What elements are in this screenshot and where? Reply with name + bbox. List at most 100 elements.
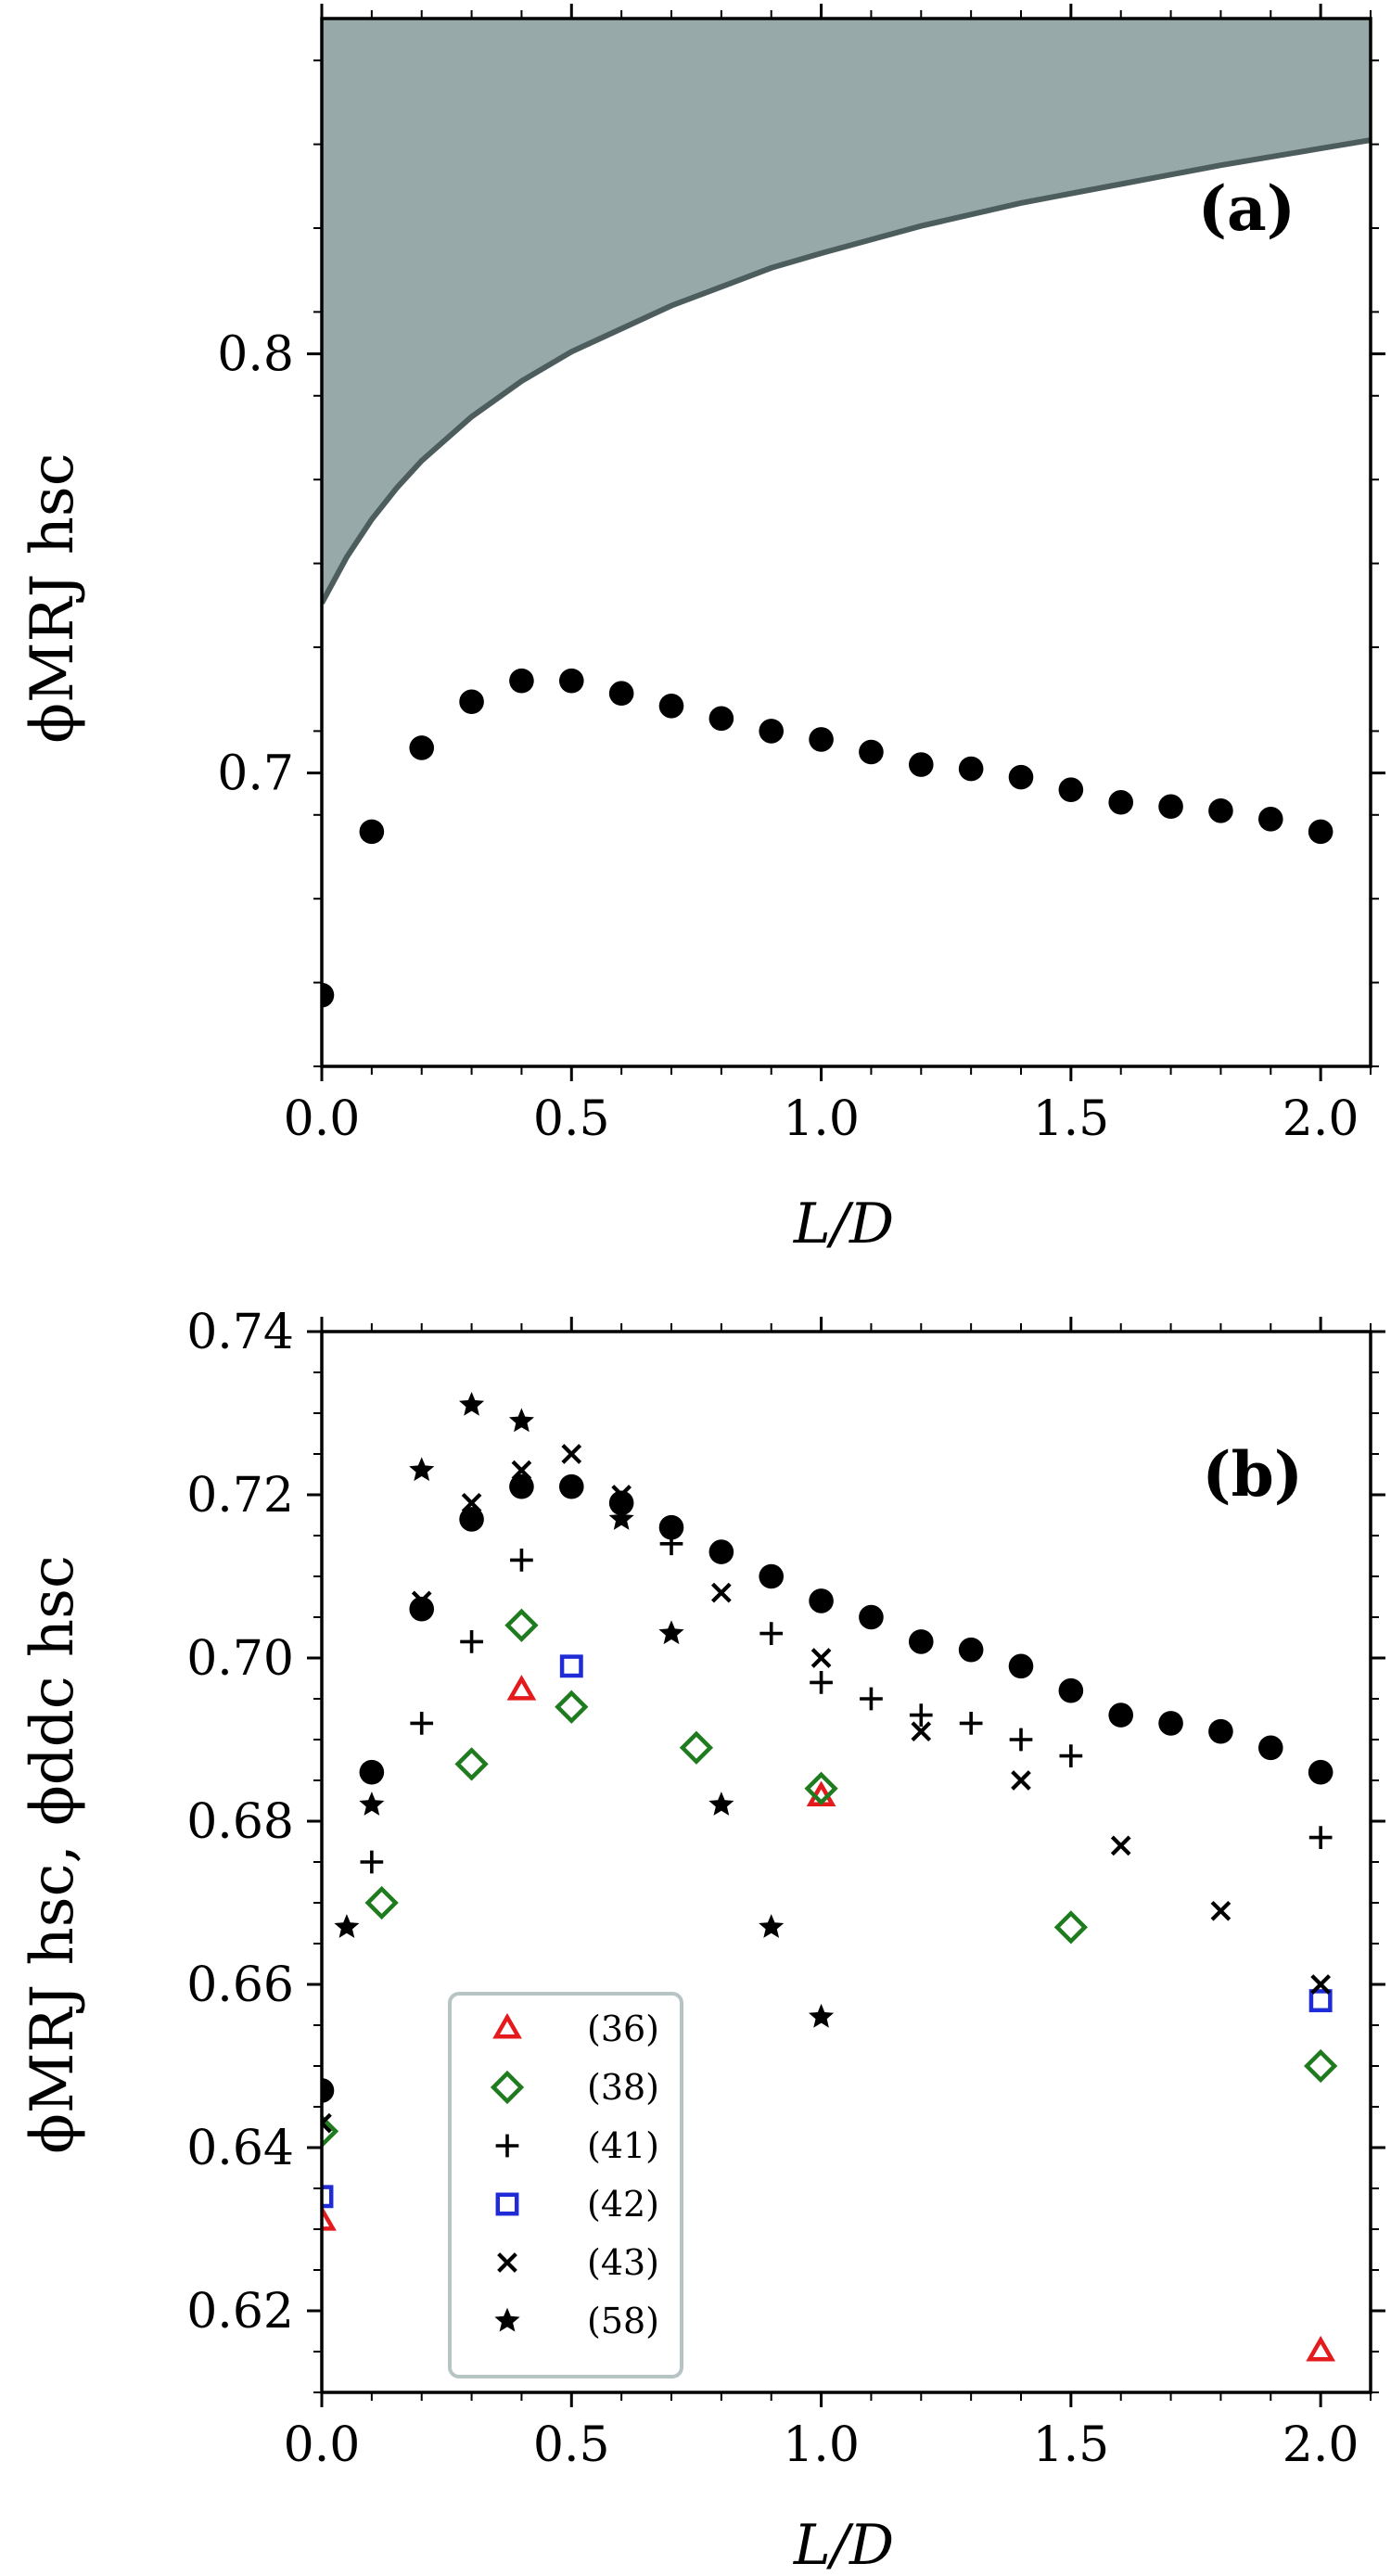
panel-a-point [409, 735, 435, 760]
panel-b-point [659, 1532, 683, 1556]
panel-b-point [658, 1620, 684, 1645]
panel-a-ytick-label: 0.7 [217, 746, 294, 802]
panel-b-point [810, 1671, 833, 1694]
panel-b-point [359, 1759, 385, 1785]
panel-a-xlabel: L/D [793, 1192, 894, 1256]
panel-b-point [459, 1392, 485, 1416]
panel-b-point [410, 1712, 434, 1735]
panel-b-point [511, 1460, 532, 1481]
panel-b-point [1011, 1770, 1031, 1791]
panel-b-ytick-label: 0.62 [186, 2284, 294, 2340]
legend-label: (38) [587, 2067, 659, 2108]
panel-a-point [908, 752, 934, 777]
panel-b-data-layer [322, 1392, 1338, 2362]
panel-b-point [454, 1747, 489, 1781]
panel-b-point [1110, 1835, 1131, 1856]
panel-a-point [759, 719, 785, 744]
panel-b-point [359, 1792, 385, 1816]
panel-b-point [1208, 1718, 1233, 1744]
panel-b-point [510, 1549, 533, 1572]
panel-b-xtick-label: 1.0 [783, 2417, 860, 2473]
panel-b-point [559, 1654, 583, 1678]
panel-a-series-MRJ hsc [322, 668, 1334, 1008]
panel-b-point [1257, 1735, 1283, 1761]
panel-b-point [909, 1703, 933, 1727]
panel-b-point [1058, 1677, 1084, 1703]
panel-b-series-(38) [322, 1608, 1338, 2149]
panel-b-ytick-label: 0.66 [186, 1958, 294, 2013]
panel-b-point [911, 1721, 932, 1742]
legend-marker [490, 2070, 525, 2105]
panel-a-point [958, 756, 984, 782]
panel-b-point [322, 2112, 332, 2134]
panel-a-ylabel: ϕMRJ hsc [19, 453, 87, 743]
panel-b-point [608, 1506, 634, 1530]
panel-b: 0.0 0.5 1.0 1.5 2.0 0.62 0.64 0.66 0.68 0.70 0.72 0… [19, 1305, 1385, 2576]
panel-b-point [1108, 1702, 1134, 1728]
panel-b-point [364, 1885, 399, 1920]
panel-b-point [509, 1473, 534, 1499]
panel-b-point [611, 1485, 632, 1505]
panel-b-point [1009, 1728, 1033, 1752]
panel-a-plot-area [320, 17, 1372, 1068]
panel-b-ylabel: ϕMRJ hsc, ϕddc hsc [19, 1555, 87, 2154]
panel-b-xtick-label: 0.0 [284, 2417, 361, 2473]
panel-a-point [1257, 807, 1283, 832]
panel-b-point [608, 1490, 634, 1516]
panel-b-point [561, 1444, 582, 1464]
panel-b-point [759, 1622, 784, 1645]
panel-b-point [409, 1457, 435, 1482]
panel-b-point [759, 1914, 785, 1938]
panel-b-ytick-label: 0.70 [186, 1631, 294, 1687]
panel-b-point [759, 1563, 785, 1589]
panel-b-point [322, 2185, 334, 2209]
panel-b-point [1308, 1989, 1333, 2013]
panel-b-series-(41) [360, 1532, 1333, 1874]
panel-a-frame [320, 17, 1372, 1068]
panel-b-point [1308, 1759, 1334, 1785]
legend-marker [494, 2307, 520, 2332]
panel-b-ytick-label: 0.72 [186, 1468, 294, 1524]
panel-b-point [711, 1582, 732, 1603]
panel-b-point [1008, 1653, 1034, 1679]
panel-a-point [1108, 789, 1134, 815]
panel-b-point [504, 1608, 539, 1642]
panel-a-point [1208, 797, 1233, 823]
legend-label: (36) [587, 2009, 659, 2049]
panel-b-point [1059, 1744, 1083, 1767]
panel-a-point [708, 706, 734, 732]
panel-b-point [360, 1850, 384, 1874]
panel-a-xtick-label: 0.5 [533, 1091, 610, 1147]
panel-b-ytick-label: 0.74 [186, 1305, 294, 1360]
legend-marker [495, 2192, 519, 2216]
panel-a-shaded-region [322, 19, 1371, 604]
panel-a-point [658, 693, 684, 719]
panel-b-point [555, 1690, 589, 1724]
panel-b-point [508, 1408, 534, 1433]
panel-b-point [959, 1712, 983, 1735]
panel-b-point [411, 1590, 432, 1612]
panel-b-point [322, 2114, 339, 2149]
panel-b-label: (b) [1202, 1438, 1303, 1511]
panel-a-point [859, 739, 884, 765]
panel-b-point [409, 1596, 435, 1622]
panel-b-point [809, 1588, 834, 1613]
panel-a-point [359, 819, 385, 845]
panel-a-point [459, 689, 484, 715]
panel-a-ytick-label: 0.8 [217, 327, 294, 383]
panel-b-point [958, 1637, 984, 1663]
panel-b-point [461, 1492, 482, 1513]
panel-b-series-MRJ hsc [322, 1473, 1334, 2103]
panel-b-point [459, 1507, 484, 1532]
panel-b-point [1158, 1711, 1183, 1736]
panel-a-point [1158, 794, 1183, 820]
panel-b-point [1306, 2335, 1336, 2362]
panel-b-point [558, 1473, 584, 1499]
panel-a-point [322, 982, 335, 1008]
panel-b-point [810, 1648, 832, 1668]
panel-a-point [1008, 764, 1034, 790]
panel-a-point [1308, 819, 1334, 845]
panel-b-legend: (36) (38) (41) (42) (43) (58) [448, 1992, 683, 2378]
panel-a-xtick-label: 1.0 [783, 1091, 860, 1147]
